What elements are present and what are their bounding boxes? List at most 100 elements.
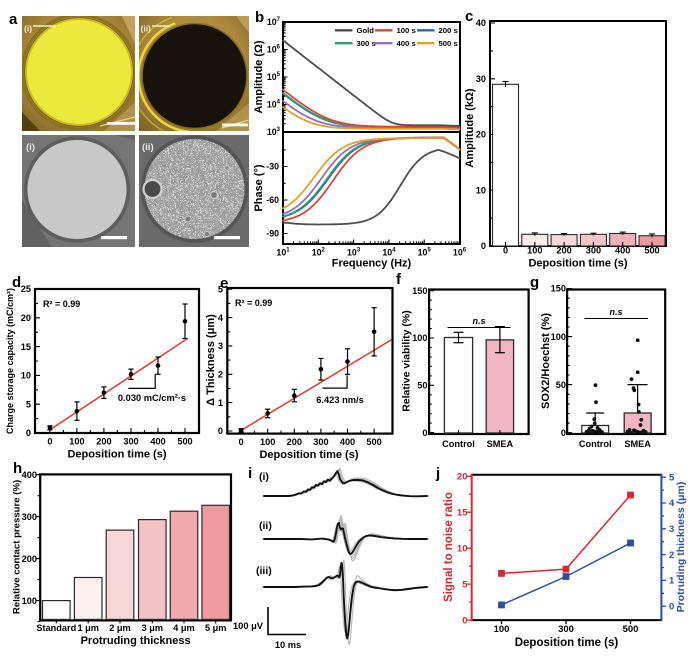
svg-text:300: 300	[22, 512, 37, 522]
svg-text:2: 2	[669, 550, 674, 561]
svg-text:Deposition time (s): Deposition time (s)	[259, 449, 358, 461]
svg-text:200: 200	[96, 437, 111, 447]
svg-text:100 s: 100 s	[397, 26, 416, 35]
svg-text:-60: -60	[266, 195, 279, 205]
svg-text:300: 300	[586, 246, 601, 256]
svg-text:SOX2/Hoechst (%): SOX2/Hoechst (%)	[540, 313, 552, 409]
svg-text:5: 5	[218, 284, 223, 294]
svg-text:100: 100	[22, 596, 37, 606]
svg-text:10: 10	[476, 185, 486, 195]
svg-text:10: 10	[21, 371, 31, 381]
svg-text:3: 3	[669, 524, 674, 535]
svg-text:3 μm: 3 μm	[142, 623, 163, 633]
svg-text:0: 0	[239, 437, 244, 447]
svg-text:15: 15	[21, 342, 31, 352]
svg-text:(i): (i)	[26, 142, 35, 153]
svg-text:n.s: n.s	[472, 316, 485, 326]
svg-text:100 μV: 100 μV	[233, 621, 264, 631]
svg-text:500: 500	[644, 246, 659, 256]
svg-text:Amplitude (kΩ): Amplitude (kΩ)	[464, 88, 476, 167]
svg-text:300: 300	[558, 624, 574, 635]
svg-text:Relative contact pressure (%): Relative contact pressure (%)	[12, 480, 23, 614]
svg-text:g: g	[530, 274, 539, 291]
svg-text:SMEA: SMEA	[487, 439, 514, 449]
svg-text:-30: -30	[266, 162, 279, 172]
svg-text:50: 50	[556, 380, 566, 390]
svg-text:c: c	[465, 8, 473, 25]
svg-text:a: a	[9, 11, 18, 28]
svg-text:4: 4	[218, 313, 224, 323]
svg-text:3: 3	[218, 341, 223, 351]
svg-text:Control: Control	[579, 439, 612, 449]
svg-text:4 μm: 4 μm	[173, 623, 194, 633]
svg-text:Protruding thickness (μm): Protruding thickness (μm)	[675, 482, 687, 613]
svg-text:200: 200	[287, 437, 302, 447]
svg-text:25: 25	[21, 284, 31, 294]
svg-text:40: 40	[476, 18, 486, 28]
svg-text:h: h	[13, 460, 22, 477]
svg-text:200: 200	[556, 246, 571, 256]
svg-text:400: 400	[150, 437, 165, 447]
svg-text:1: 1	[669, 576, 675, 587]
svg-text:107: 107	[267, 17, 281, 27]
svg-text:150: 150	[551, 284, 566, 294]
svg-text:0: 0	[503, 246, 508, 256]
svg-text:(i): (i)	[259, 471, 269, 483]
svg-text:300 s: 300 s	[357, 39, 376, 48]
svg-text:100: 100	[412, 333, 427, 343]
svg-text:d: d	[12, 274, 21, 291]
svg-text:0: 0	[481, 241, 486, 251]
svg-text:500 s: 500 s	[439, 39, 458, 48]
svg-text:0: 0	[462, 615, 467, 626]
svg-text:500: 500	[366, 437, 381, 447]
svg-text:5: 5	[669, 472, 675, 483]
svg-text:Δ Thickness (μm): Δ Thickness (μm)	[205, 314, 217, 406]
svg-text:0: 0	[422, 428, 427, 438]
svg-text:j: j	[435, 465, 440, 482]
svg-text:400: 400	[22, 470, 37, 480]
svg-text:i: i	[248, 465, 252, 482]
svg-text:100: 100	[69, 437, 84, 447]
svg-text:Deposition time (s): Deposition time (s)	[528, 258, 627, 270]
svg-text:104: 104	[267, 100, 281, 110]
svg-text:Standard: Standard	[36, 623, 76, 633]
svg-text:0: 0	[218, 426, 223, 436]
svg-text:5 μm: 5 μm	[205, 623, 226, 633]
svg-text:f: f	[396, 271, 402, 288]
svg-text:0.030 mC/cm²·s: 0.030 mC/cm²·s	[118, 393, 186, 403]
svg-text:Control: Control	[442, 439, 475, 449]
svg-text:Frequency (Hz): Frequency (Hz)	[332, 258, 412, 270]
svg-text:Protruding thickness: Protruding thickness	[81, 635, 191, 647]
svg-text:400: 400	[340, 437, 355, 447]
svg-text:300: 300	[123, 437, 138, 447]
svg-text:20: 20	[476, 130, 486, 140]
svg-text:6.423 nm/s: 6.423 nm/s	[316, 395, 364, 405]
svg-text:1 μm: 1 μm	[77, 623, 98, 633]
svg-text:SMEA: SMEA	[624, 439, 651, 449]
svg-text:400 s: 400 s	[397, 39, 416, 48]
svg-text:10 ms: 10 ms	[275, 640, 301, 650]
svg-text:105: 105	[267, 72, 281, 82]
svg-text:150: 150	[412, 286, 427, 296]
svg-text:15: 15	[457, 508, 468, 519]
svg-text:b: b	[255, 9, 264, 26]
svg-text:103: 103	[267, 127, 281, 137]
svg-text:300: 300	[313, 437, 328, 447]
svg-text:0: 0	[26, 428, 31, 438]
svg-text:n.s: n.s	[609, 307, 622, 317]
svg-text:Deposition time (s): Deposition time (s)	[67, 449, 166, 461]
svg-text:101: 101	[276, 248, 290, 258]
svg-text:Gold: Gold	[357, 26, 375, 35]
svg-text:0: 0	[669, 601, 674, 612]
svg-text:Deposition time (s): Deposition time (s)	[515, 637, 619, 649]
svg-text:50: 50	[417, 381, 427, 391]
svg-text:4: 4	[669, 498, 675, 509]
svg-text:103: 103	[347, 248, 361, 258]
svg-text:20: 20	[457, 472, 468, 483]
svg-text:400: 400	[615, 246, 630, 256]
svg-text:5: 5	[26, 399, 31, 409]
svg-text:500: 500	[177, 437, 192, 447]
svg-text:Amplitude (Ω): Amplitude (Ω)	[253, 40, 265, 113]
svg-text:Charge storage capacity (mC/c: Charge storage capacity (mC/cm²)	[5, 288, 15, 434]
svg-text:0: 0	[47, 437, 52, 447]
